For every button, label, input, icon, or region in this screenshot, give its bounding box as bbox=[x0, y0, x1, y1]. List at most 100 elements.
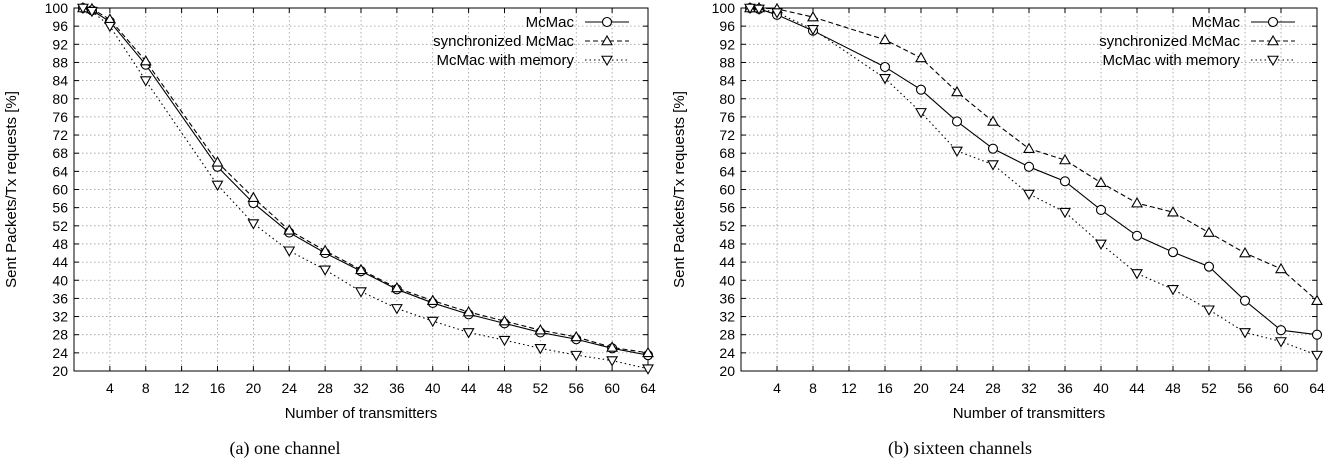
x-tick-label: 24 bbox=[281, 380, 297, 396]
data-point-mcmac-with-memory bbox=[355, 287, 367, 298]
data-point-mcmac-with-memory bbox=[1059, 207, 1071, 219]
data-point-mcmac-with-memory bbox=[1275, 337, 1287, 348]
data-point-mcmac bbox=[1239, 295, 1251, 306]
y-tick-label: 32 bbox=[719, 309, 735, 325]
legend-marker-mcmac bbox=[601, 16, 613, 28]
data-point-mcmac-with-memory bbox=[1203, 305, 1215, 316]
y-tick-label: 72 bbox=[719, 127, 735, 143]
data-point-synchronized-mcmac bbox=[1059, 153, 1071, 165]
data-point-mcmac-with-memory bbox=[753, 4, 765, 16]
data-point-synchronized-mcmac bbox=[1167, 206, 1179, 217]
y-tick-label: 56 bbox=[719, 200, 735, 216]
x-axis-label: Number of transmitters bbox=[953, 405, 1106, 422]
y-tick-label: 92 bbox=[719, 36, 735, 52]
y-tick-label: 36 bbox=[52, 290, 68, 306]
data-point-mcmac-with-memory bbox=[498, 335, 511, 347]
y-tick-label: 88 bbox=[52, 54, 68, 70]
data-point-synchronized-mcmac bbox=[1023, 142, 1035, 153]
data-point-synchronized-mcmac bbox=[1131, 197, 1143, 208]
legend-label-mcmac: McMac bbox=[526, 14, 575, 31]
chart-caption: (b) sixteen channels bbox=[888, 438, 1032, 459]
data-point-mcmac-with-memory bbox=[1311, 350, 1323, 362]
y-tick-label: 48 bbox=[719, 236, 735, 252]
data-point-synchronized-mcmac bbox=[211, 156, 224, 167]
data-point-synchronized-mcmac bbox=[987, 115, 999, 126]
y-tick-label: 20 bbox=[52, 363, 68, 379]
legend-marker-mcmac bbox=[1267, 16, 1279, 28]
data-point-synchronized-mcmac bbox=[498, 314, 511, 326]
data-point-mcmac-with-memory bbox=[771, 8, 783, 19]
data-point-synchronized-mcmac bbox=[1311, 294, 1323, 305]
x-tick-label: 56 bbox=[1237, 380, 1253, 396]
x-tick-label: 8 bbox=[809, 380, 817, 396]
data-point-mcmac bbox=[1059, 176, 1071, 187]
data-point-synchronized-mcmac bbox=[606, 341, 619, 352]
data-point-synchronized-mcmac bbox=[951, 85, 963, 97]
legend-label-mcmac: McMac bbox=[1192, 14, 1241, 31]
y-tick-label: 96 bbox=[719, 18, 735, 34]
plot-frame bbox=[740, 7, 1318, 372]
x-tick-label: 32 bbox=[353, 380, 369, 396]
data-point-synchronized-mcmac bbox=[462, 305, 475, 317]
y-tick-label: 84 bbox=[719, 73, 735, 89]
x-tick-label: 36 bbox=[389, 380, 405, 396]
data-point-mcmac-with-memory bbox=[951, 146, 963, 158]
data-point-synchronized-mcmac bbox=[807, 10, 819, 22]
data-point-mcmac-with-memory bbox=[987, 160, 999, 171]
y-tick-label: 20 bbox=[719, 363, 735, 379]
y-tick-label: 48 bbox=[52, 236, 68, 252]
x-tick-label: 48 bbox=[1165, 380, 1181, 396]
data-point-mcmac bbox=[1095, 204, 1107, 215]
data-point-synchronized-mcmac bbox=[570, 330, 583, 342]
chart-caption: (a) one channel bbox=[230, 438, 341, 459]
x-tick-label: 4 bbox=[773, 380, 781, 396]
data-point-mcmac bbox=[1023, 161, 1035, 172]
data-point-mcmac bbox=[1203, 261, 1215, 272]
data-point-mcmac bbox=[1131, 230, 1143, 241]
data-point-mcmac-with-memory bbox=[807, 25, 819, 36]
data-point-mcmac-with-memory bbox=[642, 364, 654, 375]
y-tick-label: 76 bbox=[52, 109, 68, 125]
data-point-synchronized-mcmac bbox=[247, 191, 260, 202]
y-tick-label: 52 bbox=[52, 218, 68, 234]
y-tick-label: 76 bbox=[719, 109, 735, 125]
x-tick-label: 12 bbox=[841, 380, 857, 396]
legend-marker-mcmac-with-memory bbox=[1267, 55, 1279, 67]
data-point-mcmac bbox=[1167, 247, 1179, 258]
x-tick-label: 56 bbox=[568, 380, 584, 396]
legend-marker-synchronized-mcmac bbox=[601, 34, 613, 46]
data-point-synchronized-mcmac bbox=[534, 324, 547, 335]
x-tick-label: 28 bbox=[317, 380, 333, 396]
data-point-mcmac bbox=[915, 84, 927, 95]
legend-label-mcmac-with-memory: McMac with memory bbox=[436, 52, 574, 69]
y-tick-label: 68 bbox=[719, 145, 735, 161]
data-point-synchronized-mcmac bbox=[879, 33, 891, 45]
data-point-synchronized-mcmac bbox=[283, 224, 296, 235]
y-tick-label: 100 bbox=[45, 0, 69, 16]
x-tick-label: 32 bbox=[1021, 380, 1037, 396]
x-tick-label: 36 bbox=[1057, 380, 1073, 396]
x-tick-label: 4 bbox=[106, 380, 114, 396]
data-point-mcmac-with-memory bbox=[85, 6, 98, 18]
y-tick-label: 92 bbox=[52, 36, 68, 52]
y-tick-label: 32 bbox=[52, 309, 68, 325]
y-axis-label: Sent Packets/Tx requests [%] bbox=[671, 91, 688, 288]
data-point-mcmac bbox=[951, 116, 963, 127]
y-tick-label: 100 bbox=[712, 0, 736, 16]
data-point-mcmac-with-memory bbox=[283, 246, 296, 257]
data-point-mcmac-with-memory bbox=[211, 180, 224, 192]
y-tick-label: 60 bbox=[719, 182, 735, 198]
x-tick-label: 52 bbox=[533, 380, 549, 396]
data-point-mcmac-with-memory bbox=[606, 356, 619, 367]
x-tick-label: 24 bbox=[949, 380, 965, 396]
data-point-synchronized-mcmac bbox=[426, 294, 439, 305]
data-point-mcmac-with-memory bbox=[570, 350, 583, 362]
x-tick-label: 64 bbox=[1309, 380, 1325, 396]
legend-marker-mcmac-with-memory bbox=[601, 55, 613, 67]
x-tick-label: 64 bbox=[640, 380, 656, 396]
x-tick-label: 48 bbox=[497, 380, 513, 396]
y-tick-label: 40 bbox=[52, 272, 68, 288]
data-point-synchronized-mcmac bbox=[319, 244, 332, 256]
y-tick-label: 60 bbox=[52, 182, 68, 198]
x-tick-label: 20 bbox=[246, 380, 262, 396]
